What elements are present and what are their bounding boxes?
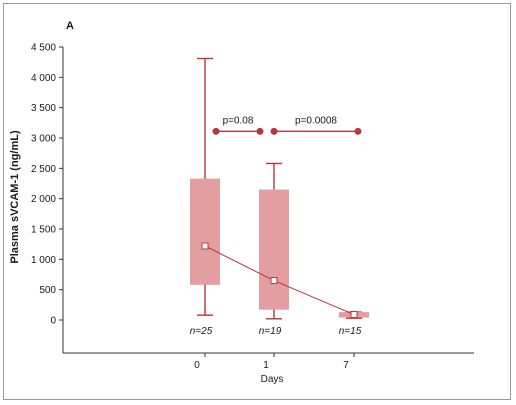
plot-area: [190, 57, 369, 320]
x-tick-label: 1: [263, 360, 269, 371]
box-plot-chart: A Plasma sVCAM-1 (ng/mL) Days 0 500 1 000 1…: [9, 20, 474, 385]
comparison-dot: [256, 127, 264, 135]
comparison-dot: [270, 127, 278, 135]
comparison-dot: [354, 127, 362, 135]
y-tick-label: 4 000: [31, 73, 56, 84]
y-tick-label: 1 500: [31, 225, 56, 236]
y-tick-label: 500: [39, 285, 56, 296]
comparison-dot: [212, 127, 220, 135]
y-tick-label: 2 000: [31, 194, 56, 205]
y-tick-label: 0: [50, 316, 56, 327]
x-tick-label: 7: [343, 360, 349, 371]
box: [259, 189, 289, 310]
y-tick-label: 4 500: [31, 43, 56, 54]
panel-label: A: [66, 20, 74, 32]
y-axis: 0 500 1 000 1 500 2 000 2 500 3 000 3 500 4 000 4…: [31, 43, 64, 353]
sample-size-label: n=25: [190, 326, 213, 337]
mean-marker: [201, 242, 209, 250]
y-axis-title: Plasma sVCAM-1 (ng/mL): [9, 130, 21, 264]
sample-size-label: n=15: [339, 326, 362, 337]
figure-frame: A Plasma sVCAM-1 (ng/mL) Days 0 500 1 000 1…: [3, 3, 511, 400]
y-tick-label: 3 500: [31, 103, 56, 114]
x-axis-title: Days: [261, 374, 284, 385]
annotations: n=25 n=19 n=15 p=0.08 p=0.0008: [190, 115, 362, 337]
box: [190, 178, 220, 285]
mean-marker: [270, 277, 278, 285]
x-tick-label: 0: [194, 360, 200, 371]
mean-marker: [350, 311, 358, 319]
x-axis: 0 1 7: [63, 352, 474, 371]
y-tick-label: 2 500: [31, 164, 56, 175]
y-tick-label: 3 000: [31, 134, 56, 145]
sample-size-label: n=19: [259, 326, 282, 337]
y-tick-label: 1 000: [31, 255, 56, 266]
p-value-label: p=0.0008: [295, 115, 337, 126]
p-value-label: p=0.08: [223, 115, 254, 126]
